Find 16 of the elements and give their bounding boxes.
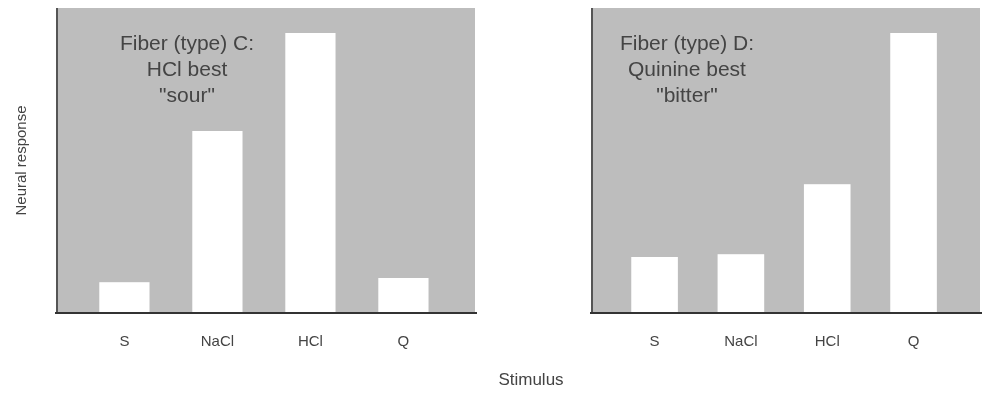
x-tick-label: NaCl <box>724 332 758 349</box>
x-tick-label: S <box>119 332 130 349</box>
text: HCl best <box>146 57 228 80</box>
x-tick-label: S <box>649 332 660 349</box>
annotation: "sour" <box>159 83 215 106</box>
x-tick-label: Q <box>907 332 920 349</box>
x-tick-label: HCl <box>297 332 323 349</box>
text: Quinine best <box>628 57 747 80</box>
annotation: "bitter" <box>656 83 718 106</box>
x-tick-label: NaCl <box>200 332 235 349</box>
chart-title: Fiber (type) C: <box>119 31 255 54</box>
x-tick-label: HCl <box>814 332 840 349</box>
x-tick-label: Q <box>397 332 410 349</box>
y-axis-title: Neural response <box>12 105 29 216</box>
x-axis-title: Stimulus <box>498 370 564 389</box>
chart-title: Fiber (type) D: <box>619 31 755 54</box>
